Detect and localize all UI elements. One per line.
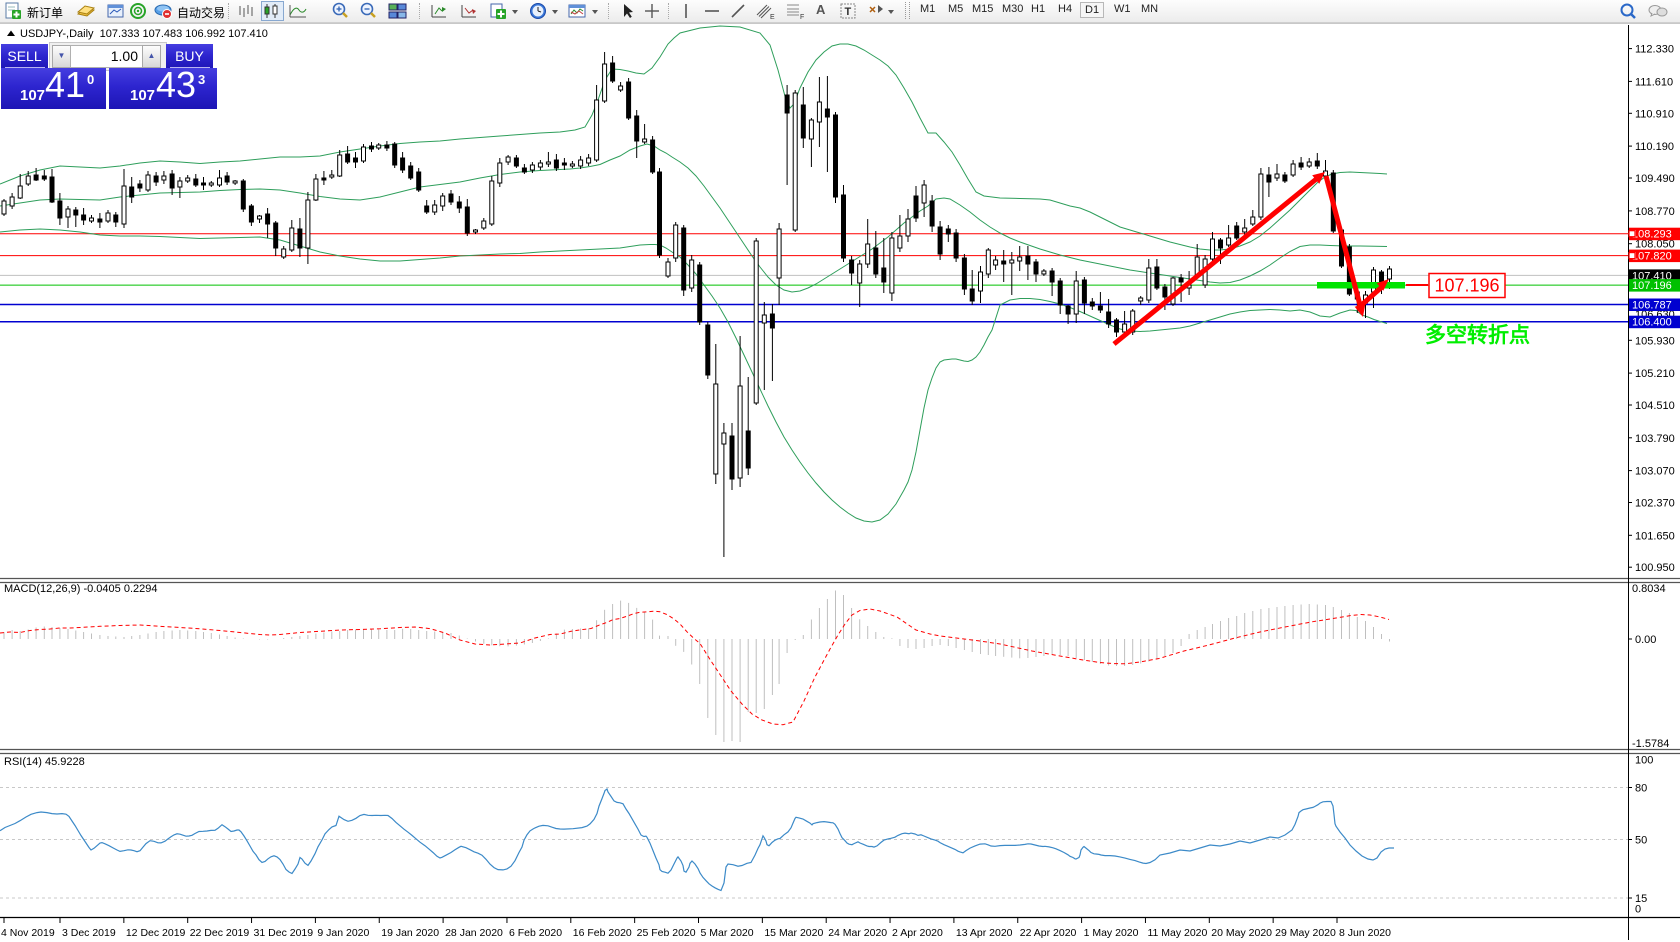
svg-text:102.370: 102.370 — [1635, 498, 1675, 510]
svg-text:110.190: 110.190 — [1635, 141, 1674, 153]
svg-text:24 Mar 2020: 24 Mar 2020 — [828, 927, 887, 939]
svg-text:108.770: 108.770 — [1635, 206, 1675, 218]
svg-text:-1.5784: -1.5784 — [1632, 738, 1669, 750]
svg-text:104.510: 104.510 — [1635, 400, 1675, 412]
svg-text:1 May 2020: 1 May 2020 — [1084, 927, 1139, 939]
svg-text:100: 100 — [1635, 755, 1653, 767]
svg-text:2 Apr 2020: 2 Apr 2020 — [892, 927, 943, 939]
svg-text:3 Dec 2019: 3 Dec 2019 — [62, 927, 116, 939]
svg-text:103.790: 103.790 — [1635, 433, 1675, 445]
svg-text:20 May 2020: 20 May 2020 — [1211, 927, 1272, 939]
svg-text:15 Mar 2020: 15 Mar 2020 — [764, 927, 823, 939]
svg-text:106.400: 106.400 — [1632, 317, 1672, 329]
svg-text:F: F — [800, 14, 804, 21]
svg-text:RSI(14) 45.9228: RSI(14) 45.9228 — [4, 756, 85, 768]
svg-text:4 Nov 2019: 4 Nov 2019 — [1, 927, 55, 939]
svg-text:T: T — [845, 6, 852, 18]
svg-text:0.00: 0.00 — [1635, 634, 1656, 646]
svg-text:0: 0 — [1635, 904, 1641, 916]
svg-text:107.196: 107.196 — [1632, 280, 1672, 292]
svg-text:12 Dec 2019: 12 Dec 2019 — [126, 927, 186, 939]
svg-text:25 Feb 2020: 25 Feb 2020 — [637, 927, 696, 939]
svg-text:29 May 2020: 29 May 2020 — [1275, 927, 1336, 939]
svg-text:105.930: 105.930 — [1635, 335, 1675, 347]
svg-text:22 Dec 2019: 22 Dec 2019 — [190, 927, 250, 939]
svg-text:108.293: 108.293 — [1632, 229, 1672, 241]
svg-text:15: 15 — [1635, 893, 1647, 905]
svg-text:80: 80 — [1635, 783, 1647, 795]
svg-text:USDJPY-,Daily 107.333 107.483: USDJPY-,Daily 107.333 107.483 106.992 10… — [20, 28, 268, 40]
svg-text:0.8034: 0.8034 — [1632, 583, 1666, 595]
svg-text:8 Jun 2020: 8 Jun 2020 — [1339, 927, 1391, 939]
svg-text:22 Apr 2020: 22 Apr 2020 — [1020, 927, 1077, 939]
svg-text:MACD(12,26,9) -0.0405 0.2294: MACD(12,26,9) -0.0405 0.2294 — [4, 583, 157, 595]
svg-text:105.210: 105.210 — [1635, 368, 1675, 380]
svg-text:101.650: 101.650 — [1635, 530, 1675, 542]
svg-text:109.490: 109.490 — [1635, 173, 1675, 185]
svg-text:111.610: 111.610 — [1635, 76, 1673, 88]
svg-text:50: 50 — [1635, 835, 1647, 847]
svg-text:13 Apr 2020: 13 Apr 2020 — [956, 927, 1013, 939]
svg-text:103.070: 103.070 — [1635, 466, 1675, 478]
svg-text:112.330: 112.330 — [1635, 44, 1674, 56]
svg-text:E: E — [770, 14, 775, 21]
svg-text:多空转折点: 多空转折点 — [1425, 323, 1530, 347]
svg-text:106.787: 106.787 — [1632, 300, 1672, 312]
svg-text:107.196: 107.196 — [1434, 276, 1499, 296]
svg-text:9 Jan 2020: 9 Jan 2020 — [317, 927, 369, 939]
svg-text:6 Feb 2020: 6 Feb 2020 — [509, 927, 562, 939]
svg-text:31 Dec 2019: 31 Dec 2019 — [254, 927, 314, 939]
svg-text:107.820: 107.820 — [1632, 251, 1672, 263]
svg-text:108.050: 108.050 — [1635, 239, 1675, 251]
svg-text:19 Jan 2020: 19 Jan 2020 — [381, 927, 439, 939]
svg-text:28 Jan 2020: 28 Jan 2020 — [445, 927, 503, 939]
svg-text:110.910: 110.910 — [1635, 108, 1674, 120]
svg-text:11 May 2020: 11 May 2020 — [1147, 927, 1207, 939]
svg-text:16 Feb 2020: 16 Feb 2020 — [573, 927, 632, 939]
svg-text:100.950: 100.950 — [1635, 562, 1675, 574]
svg-text:5 Mar 2020: 5 Mar 2020 — [701, 927, 754, 939]
